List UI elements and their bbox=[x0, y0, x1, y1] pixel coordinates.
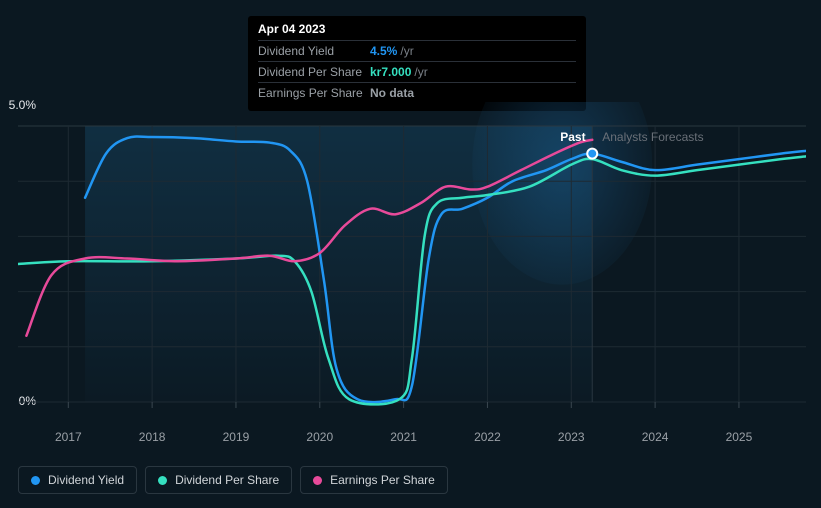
legend-item-earnings-per-share[interactable]: Earnings Per Share bbox=[300, 466, 448, 494]
legend-item-dividend-yield[interactable]: Dividend Yield bbox=[18, 466, 137, 494]
x-axis-year-label: 2020 bbox=[306, 430, 333, 444]
tooltip: Apr 04 2023 Dividend Yield4.5%/yrDividen… bbox=[248, 16, 586, 111]
legend-dot bbox=[31, 476, 40, 485]
legend-label: Dividend Yield bbox=[48, 473, 124, 487]
x-axis-year-label: 2021 bbox=[390, 430, 417, 444]
x-axis-labels: 2017 2018 2019 2020 2021 2022 2023 2024 2025 bbox=[18, 430, 806, 450]
tooltip-label: Dividend Per Share bbox=[258, 65, 370, 79]
x-axis-year-label: 2019 bbox=[223, 430, 250, 444]
tooltip-label: Dividend Yield bbox=[258, 44, 370, 58]
legend-dot bbox=[313, 476, 322, 485]
tooltip-unit: /yr bbox=[414, 65, 427, 79]
line-chart[interactable] bbox=[18, 102, 806, 422]
tooltip-value: No data bbox=[370, 86, 414, 100]
x-axis-year-label: 2025 bbox=[726, 430, 753, 444]
x-axis-year-label: 2024 bbox=[642, 430, 669, 444]
legend: Dividend Yield Dividend Per Share Earnin… bbox=[18, 466, 448, 494]
x-axis-year-label: 2022 bbox=[474, 430, 501, 444]
legend-item-dividend-per-share[interactable]: Dividend Per Share bbox=[145, 466, 292, 494]
tooltip-value: 4.5% bbox=[370, 44, 397, 58]
tooltip-label: Earnings Per Share bbox=[258, 86, 370, 100]
past-region-label: Past bbox=[560, 130, 585, 144]
x-axis-year-label: 2018 bbox=[139, 430, 166, 444]
tooltip-row: Earnings Per ShareNo data bbox=[258, 82, 576, 103]
x-axis-year-label: 2023 bbox=[558, 430, 585, 444]
tooltip-value: kr7.000 bbox=[370, 65, 411, 79]
legend-dot bbox=[158, 476, 167, 485]
legend-label: Dividend Per Share bbox=[175, 473, 279, 487]
chart-area: 5.0% 0% 20172018201920202021202220232024… bbox=[18, 102, 806, 452]
tooltip-unit: /yr bbox=[400, 44, 413, 58]
x-axis-year-label: 2017 bbox=[55, 430, 82, 444]
legend-label: Earnings Per Share bbox=[330, 473, 435, 487]
forecast-region-label: Analysts Forecasts bbox=[602, 130, 703, 144]
tooltip-row: Dividend Per Sharekr7.000/yr bbox=[258, 61, 576, 82]
tooltip-date: Apr 04 2023 bbox=[258, 22, 576, 40]
tooltip-row: Dividend Yield4.5%/yr bbox=[258, 40, 576, 61]
